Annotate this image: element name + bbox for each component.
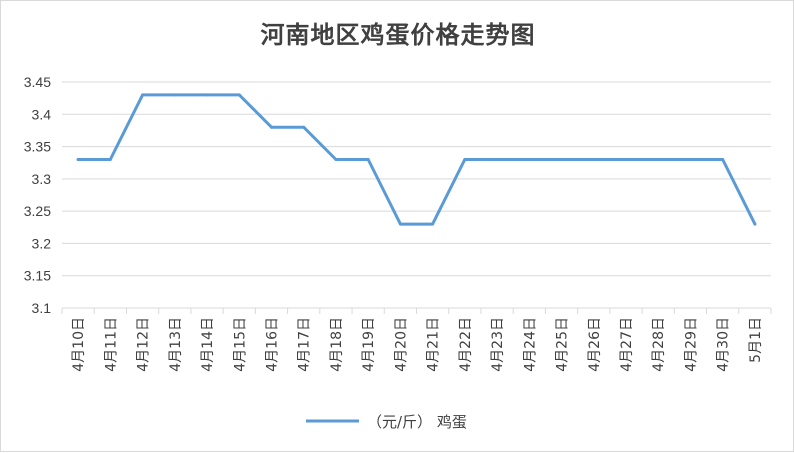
x-tick-label: 4月14日 — [200, 317, 216, 372]
data-point — [205, 93, 209, 97]
data-point — [656, 157, 660, 161]
y-tick-label: 3.1 — [32, 300, 52, 316]
data-point — [334, 157, 338, 161]
x-tick-label: 4月28日 — [651, 317, 667, 372]
data-point — [398, 222, 402, 226]
x-tick-label: 4月23日 — [490, 317, 506, 372]
x-tick-label: 4月15日 — [232, 317, 248, 372]
y-tick-label: 3.45 — [24, 74, 51, 90]
data-point — [269, 125, 273, 129]
legend-label: （元/斤） 鸡蛋 — [367, 413, 467, 431]
y-tick-label: 3.15 — [24, 268, 51, 284]
data-point — [753, 222, 757, 226]
y-tick-label: 3.3 — [32, 171, 52, 187]
data-point — [76, 157, 80, 161]
x-tick-label: 4月20日 — [393, 317, 409, 372]
y-tick-label: 3.2 — [32, 235, 52, 251]
data-point — [688, 157, 692, 161]
chart-title: 河南地区鸡蛋价格走势图 — [260, 21, 536, 49]
x-tick-label: 4月10日 — [71, 317, 87, 372]
x-tick-label: 4月25日 — [555, 317, 571, 372]
data-point — [495, 157, 499, 161]
y-tick-label: 3.35 — [24, 139, 51, 155]
data-point — [624, 157, 628, 161]
x-tick-label: 4月22日 — [458, 317, 474, 372]
data-point — [141, 93, 145, 97]
y-tick-label: 3.4 — [32, 106, 52, 122]
x-tick-label: 4月17日 — [297, 317, 313, 372]
data-point — [431, 222, 435, 226]
x-tick-label: 4月30日 — [716, 317, 732, 372]
data-point — [592, 157, 596, 161]
x-tick-label: 4月18日 — [329, 317, 345, 372]
data-point — [366, 157, 370, 161]
x-tick-label: 4月13日 — [168, 317, 184, 372]
x-tick-label: 4月27日 — [619, 317, 635, 372]
data-point — [237, 93, 241, 97]
x-tick-label: 4月19日 — [361, 317, 377, 372]
x-tick-label: 4月11日 — [103, 317, 119, 372]
data-point — [108, 157, 112, 161]
x-tick-label: 4月29日 — [683, 317, 699, 372]
y-tick-label: 3.25 — [24, 203, 51, 219]
x-tick-label: 4月24日 — [522, 317, 538, 372]
data-point — [302, 125, 306, 129]
data-point — [527, 157, 531, 161]
data-point — [560, 157, 564, 161]
data-point — [173, 93, 177, 97]
series-line — [76, 93, 757, 226]
data-point — [721, 157, 725, 161]
x-tick-label: 4月12日 — [136, 317, 152, 372]
data-point — [463, 157, 467, 161]
x-tick-label: 4月26日 — [587, 317, 603, 372]
x-tick-label: 5月1日 — [748, 317, 764, 363]
x-tick-label: 4月16日 — [264, 317, 280, 372]
x-tick-label: 4月21日 — [426, 317, 442, 372]
